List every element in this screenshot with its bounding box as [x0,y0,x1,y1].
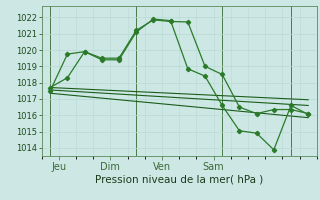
X-axis label: Pression niveau de la mer( hPa ): Pression niveau de la mer( hPa ) [95,174,263,184]
